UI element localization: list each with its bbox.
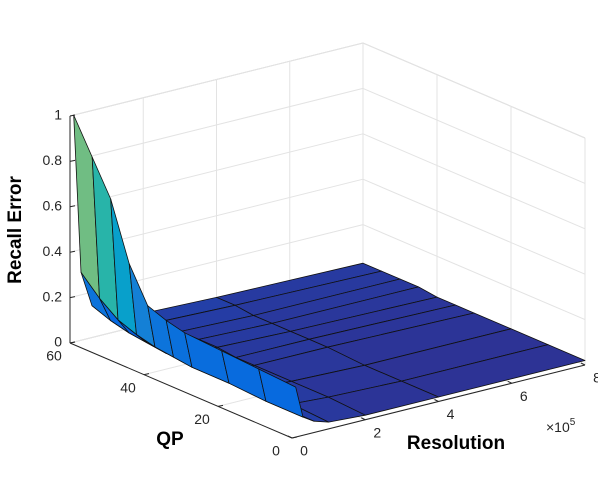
z-tick [69,205,76,208]
grid-line [362,178,586,275]
grid-line [362,133,586,230]
x-axis [69,342,293,439]
multiplier-base: ×10 [546,419,570,435]
axis-multiplier: ×105 [546,417,576,435]
z-tick-label: 0.2 [43,288,63,304]
y-tick [361,417,366,421]
x-tick [217,404,224,407]
z-tick [69,296,76,299]
grid-line [69,133,364,208]
y-tick-label: 2 [373,424,381,440]
grid-line [362,87,586,184]
z-tick-label: 0 [54,334,62,350]
z-tick-label: 0.4 [43,243,63,259]
multiplier-exponent: 5 [570,417,576,428]
y-tick [580,362,586,366]
y-tick [507,380,512,384]
z-tick [69,250,76,253]
x-axis-label: QP [156,429,184,450]
y-axis-label: Resolution [407,433,505,454]
surface [73,114,586,423]
x-tick [143,373,150,376]
x-tick-label: 0 [272,443,280,459]
z-tick-label: 0.8 [43,152,63,168]
z-tick-label: 1 [54,107,62,123]
y-tick-label: 8 [593,370,598,386]
surface-patch [258,368,304,418]
y-tick [434,399,439,402]
y-tick-label: 4 [447,406,455,422]
grid-line [362,224,586,321]
grid-line [362,42,586,139]
y-tick-label: 6 [520,388,528,404]
x-tick [69,341,76,344]
z-axis-label: Recall Error [5,176,26,284]
x-tick-label: 40 [120,379,136,395]
x-tick-label: 60 [46,348,62,364]
z-tick-label: 0.6 [43,198,63,214]
z-tick [69,114,76,117]
z-tick [69,159,76,162]
grid-line [69,42,364,117]
grid-line [69,87,364,162]
y-tick [287,435,293,439]
x-tick-label: 20 [194,411,210,427]
x-tick [291,436,298,439]
y-tick-label: 0 [300,443,308,459]
